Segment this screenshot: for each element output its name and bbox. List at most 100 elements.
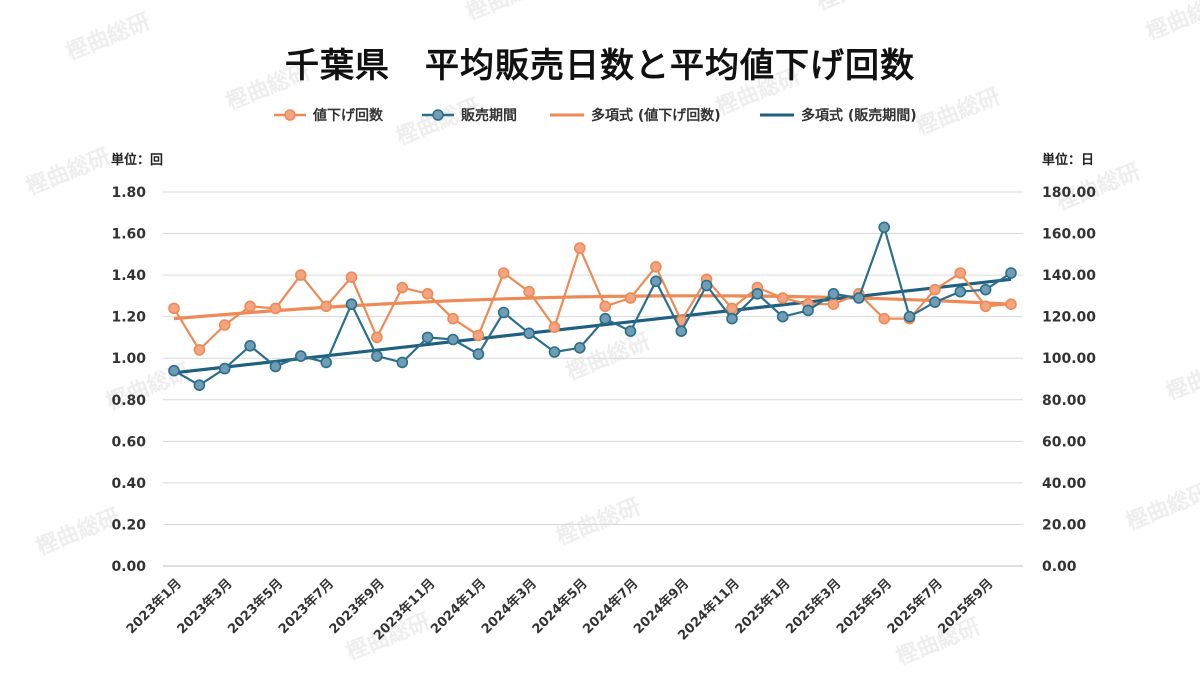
y-left-tick-label: 0.40 [111,476,146,492]
y-right-tick-label: 60.00 [1042,434,1087,450]
y-right-tick-label: 20.00 [1042,517,1087,533]
series-2-point [700,279,713,292]
series-2-point [421,331,434,344]
series-1-point [472,329,485,342]
series-2-point [751,287,764,300]
y-right-tick-label: 140.00 [1042,268,1096,284]
series-1-point [573,242,586,254]
watermark-text: 樫曲総研 [813,0,904,16]
y-left-tick-label: 1.20 [111,310,146,326]
series-2-point [218,362,231,375]
series-2-point [624,325,637,338]
watermark-text: 樫曲総研 [463,0,554,26]
series-2-point [497,306,510,319]
y-left-tick-label: 0.80 [111,393,146,409]
series-2-point [675,325,688,338]
series-1-point [294,269,307,281]
y-right-unit-label: 単位：日 [1042,152,1094,168]
watermark-text: 樫曲総研 [553,493,644,550]
series-1-point [599,300,612,313]
y-right-tick-label: 180.00 [1042,185,1096,201]
legend-label-trend-1: 多項式 (値下げ回数) [591,107,721,124]
y-left-tick-labels: 0.00 0.20 0.40 0.60 0.80 1.00 1.20 1.40 1.60 1.80 [111,185,146,575]
watermark-text: 樫曲総研 [33,503,124,560]
series-2-point [573,341,586,354]
legend: 値下げ回数 販売期間 多項式 (値下げ回数) 多項式 (販売期間) [274,107,917,124]
y-left-tick-label: 1.80 [111,185,146,201]
series-1-point [447,312,459,325]
legend-label-trend-2: 多項式 (販売期間) [801,107,917,124]
watermark-text: 樫曲総研 [1163,348,1200,405]
series-2-point [1005,267,1017,279]
series-1-point [929,283,941,296]
series-2-point [852,292,865,304]
legend-marker-series-1 [284,109,296,121]
y-left-tick-label: 1.60 [111,227,146,243]
gridlines [163,191,1023,567]
series-1-point [1005,298,1017,311]
series-2-point [827,287,840,300]
legend-item-trend-1: 多項式 (値下げ回数) [550,107,721,124]
y-right-tick-label: 120.00 [1042,310,1096,326]
chart-title: 千葉県 平均販売日数と平均値下げ回数 [285,46,915,86]
y-right-tick-label: 160.00 [1042,227,1096,243]
y-left-unit-label: 単位：回 [111,152,163,168]
series-1-point [650,260,662,273]
series-2-point [878,221,891,234]
y-left-tick-label: 1.40 [111,268,146,284]
series-2-point [599,312,612,325]
y-left-tick-label: 0.20 [111,517,146,533]
watermark-text: 樫曲総研 [1123,478,1200,535]
series-2-point [294,350,307,362]
series-1-point [396,281,409,294]
legend-label-series-1: 値下げ回数 [312,107,384,124]
y-left-tick-label: 1.00 [111,351,146,367]
series-1-point [345,271,358,284]
legend-label-series-2: 販売期間 [461,107,517,124]
y-left-tick-label: 0.00 [111,559,146,575]
series-2-point [979,283,992,296]
series-1-point [878,312,891,325]
trendline-series-2 [173,277,1012,375]
series-2-point [903,310,916,323]
series-1-point [624,292,637,304]
series-2-point [650,275,662,288]
series-1-point [421,287,434,300]
series-2-point [396,356,409,369]
series-2-point [548,346,561,358]
series-2-point [523,327,535,340]
series-2-point [802,304,814,317]
trendlines [173,277,1012,375]
series-2-point [269,360,282,373]
legend-item-series-1: 値下げ回数 [274,107,384,124]
series-2-point [954,285,967,298]
data-series [168,221,1017,392]
legend-marker-series-2 [432,109,444,121]
series-2-point [244,339,256,352]
series-1-point [548,321,561,333]
series-2-point [193,379,206,392]
x-tick-labels: 2023年1月2023年3月2023年5月2023年7月2023年9月2023年… [123,576,996,644]
series-1-point [218,319,231,331]
legend-item-series-2: 販売期間 [422,107,517,124]
series-1-point [168,302,180,315]
series-2-point [929,296,941,308]
legend-item-trend-2: 多項式 (販売期間) [760,107,917,124]
watermark-text: 樫曲総研 [913,83,1004,140]
trendline-series-1 [173,294,1012,321]
y-right-tick-label: 80.00 [1042,393,1087,409]
series-1-point [776,292,789,304]
series-2-point [776,310,789,323]
series-1-point [320,300,333,313]
series-1-point [497,267,510,279]
series-2-point [345,298,358,311]
series-1-point [979,300,992,313]
series-2-point [168,364,180,377]
y-right-tick-label: 100.00 [1042,351,1096,367]
series-1-point [269,302,282,315]
y-right-tick-labels: 0.00 20.00 40.00 60.00 80.00 100.00 120.00 140.… [1042,185,1096,575]
y-left-tick-label: 0.60 [111,434,146,450]
y-right-tick-label: 0.00 [1042,559,1077,575]
